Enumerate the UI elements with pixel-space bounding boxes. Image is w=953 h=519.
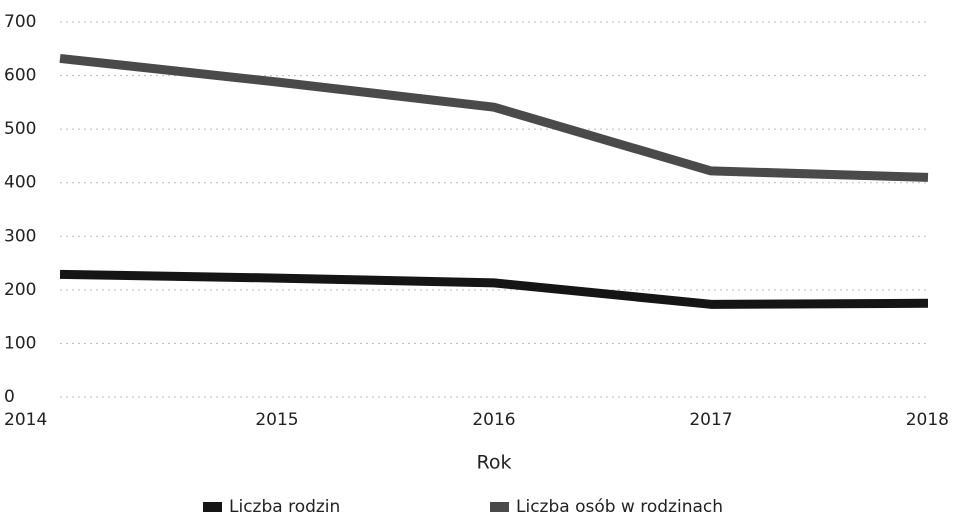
y-tick-label: 400 [4, 173, 36, 193]
y-tick-label: 200 [4, 280, 36, 300]
data-line [59, 269, 929, 309]
legend-label: Liczba osób w rodzinach [516, 497, 723, 517]
y-tick-label: 100 [4, 333, 36, 353]
legend-swatch [203, 502, 222, 512]
legend-label: Liczba rodzin [229, 497, 340, 517]
x-tick-label: 2016 [472, 410, 515, 430]
x-axis-label: Rok [477, 452, 512, 474]
data-line [59, 53, 929, 182]
x-tick-label: 2014 [4, 410, 47, 430]
x-tick-label: 2018 [906, 410, 949, 430]
y-tick-label: 0 [4, 387, 15, 407]
x-tick-label: 2017 [689, 410, 732, 430]
y-tick-label: 300 [4, 226, 36, 246]
y-tick-label: 700 [4, 12, 36, 32]
x-tick-label: 2015 [255, 410, 298, 430]
y-tick-label: 500 [4, 119, 36, 139]
legend-swatch [490, 502, 509, 512]
y-tick-label: 600 [4, 66, 36, 86]
